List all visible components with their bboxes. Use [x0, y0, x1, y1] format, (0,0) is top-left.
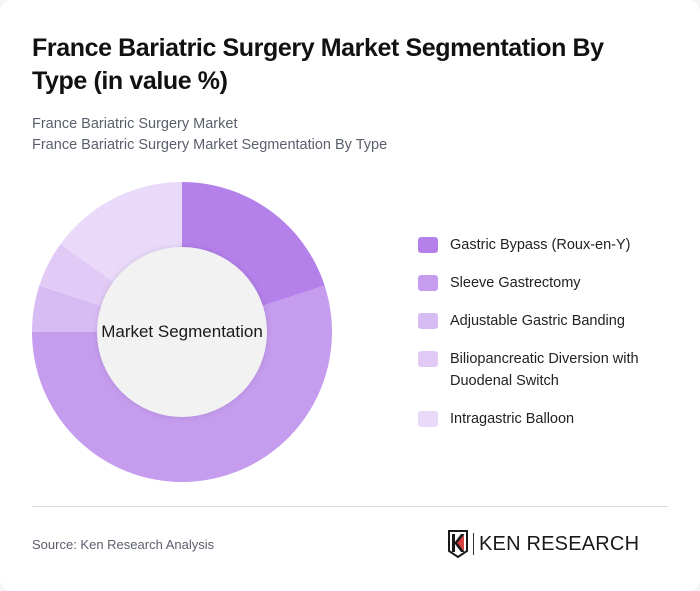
- legend-item-gastric-bypass[interactable]: Gastric Bypass (Roux-en-Y): [418, 234, 678, 256]
- legend-item-adjustable-gastric-banding[interactable]: Adjustable Gastric Banding: [418, 310, 678, 332]
- legend-swatch: [418, 237, 438, 253]
- legend-label: Biliopancreatic Diversion with Duodenal …: [450, 351, 639, 389]
- brand-separator: [473, 533, 474, 555]
- donut-hole: [97, 247, 267, 417]
- legend-label: Adjustable Gastric Banding: [450, 313, 625, 329]
- legend-swatch: [418, 411, 438, 427]
- legend-item-sleeve-gastrectomy[interactable]: Sleeve Gastrectomy: [418, 272, 678, 294]
- brand-name: KEN RESEARCH: [479, 532, 640, 555]
- donut-chart: Market Segmentation: [32, 182, 332, 482]
- donut-svg: [32, 182, 332, 482]
- legend-swatch: [418, 275, 438, 291]
- subtitle-segmentation: France Bariatric Surgery Market Segmenta…: [32, 137, 388, 153]
- ken-research-shield-icon: [448, 530, 468, 558]
- ken-research-logo: KEN RESEARCH: [447, 530, 639, 558]
- chart-title: France Bariatric Surgery Market Segmenta…: [32, 34, 604, 95]
- source-note: Source: Ken Research Analysis: [32, 537, 215, 552]
- footer-divider: [32, 506, 668, 507]
- legend: Gastric Bypass (Roux-en-Y) Sleeve Gastre…: [418, 234, 678, 446]
- legend-label: Gastric Bypass (Roux-en-Y): [450, 237, 631, 253]
- subtitle-market: France Bariatric Surgery Market: [32, 116, 238, 132]
- legend-swatch: [418, 351, 438, 367]
- legend-label: Sleeve Gastrectomy: [450, 275, 581, 291]
- legend-swatch: [418, 313, 438, 329]
- chart-subtitle: France Bariatric Surgery Market France B…: [32, 114, 387, 156]
- legend-label: Intragastric Balloon: [450, 411, 575, 427]
- legend-item-intragastric-balloon[interactable]: Intragastric Balloon: [418, 408, 678, 430]
- legend-item-biliopancreatic-diversion[interactable]: Biliopancreatic Diversion with Duodenal …: [418, 348, 678, 392]
